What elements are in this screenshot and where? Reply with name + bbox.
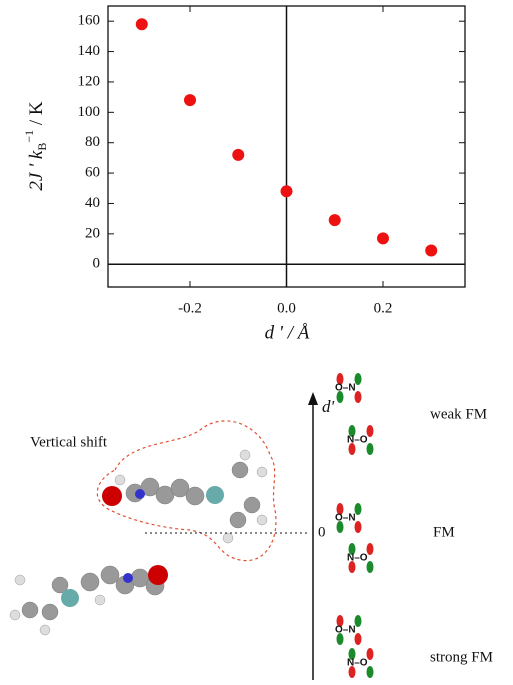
y-tick-label: 140: [78, 43, 101, 59]
point: [232, 148, 245, 161]
molecules: [9, 420, 277, 636]
orbital-lobe: [336, 373, 344, 385]
y-tick-label: 100: [78, 104, 101, 120]
orbital-lobe: [348, 648, 356, 660]
y-tick-label: 60: [85, 165, 100, 181]
orbital-top: O–N: [335, 383, 356, 394]
y-axis-title-part: B: [35, 143, 49, 151]
orbital-lobe: [336, 633, 344, 645]
y-axis-title-part: 2J ' k: [26, 150, 47, 190]
y-axis-title: 2J ' kB−1 / K: [22, 101, 49, 191]
x-axis-title: d ' / Å: [265, 322, 310, 343]
orbital-lobe: [366, 561, 374, 573]
y-tick-label: 80: [85, 134, 100, 150]
orbital-lobe: [336, 521, 344, 533]
y-tick-label: 0: [93, 256, 101, 272]
orbital-lobe: [354, 633, 362, 645]
state-label: weak FM: [430, 406, 487, 422]
orbital-top: O–N: [335, 513, 356, 524]
orbital-lobe: [366, 543, 374, 555]
orbital-lobe: [348, 443, 356, 455]
orbital-lobe: [366, 425, 374, 437]
orbital-lobe: [336, 503, 344, 515]
d-axis-label: d': [322, 397, 335, 416]
d-axis-arrow: [308, 392, 318, 405]
point: [425, 244, 438, 257]
state-label: FM: [433, 524, 455, 540]
y-tick-label: 120: [78, 73, 101, 89]
orbital-lobe: [366, 443, 374, 455]
orbital-bottom: N–O: [347, 553, 368, 564]
x-tick-label: 0.2: [374, 300, 393, 316]
y-axis-title-part: −1: [22, 130, 36, 143]
shift-label: Vertical shift: [30, 434, 108, 450]
y-tick-label: 160: [78, 13, 101, 29]
x-tick-label: 0.0: [277, 300, 296, 316]
state-label: strong FM: [430, 649, 493, 665]
point: [184, 94, 197, 107]
orbital-lobe: [348, 543, 356, 555]
orbital-bottom: N–O: [347, 658, 368, 669]
point: [135, 18, 148, 31]
point: [376, 232, 389, 245]
orbital-lobe: [354, 373, 362, 385]
orbital-lobe: [336, 391, 344, 403]
y-tick-label: 20: [85, 225, 100, 241]
x-tick-label: -0.2: [178, 300, 202, 316]
point: [280, 185, 293, 198]
orbital-lobe: [366, 648, 374, 660]
orbital-lobe: [348, 425, 356, 437]
zero-label: 0: [318, 524, 326, 540]
y-tick-label: 40: [85, 195, 100, 211]
orbital-lobe: [366, 666, 374, 678]
orbital-lobe: [354, 391, 362, 403]
orbital-lobe: [348, 561, 356, 573]
y-axis-title-part: / K: [26, 101, 47, 130]
orbital-lobe: [348, 666, 356, 678]
orbital-lobe: [354, 503, 362, 515]
orbital-lobe: [336, 615, 344, 627]
orbital-lobe: [354, 615, 362, 627]
orbital-top: O–N: [335, 625, 356, 636]
orbital-lobe: [354, 521, 362, 533]
point: [328, 214, 341, 227]
orbital-bottom: N–O: [347, 435, 368, 446]
